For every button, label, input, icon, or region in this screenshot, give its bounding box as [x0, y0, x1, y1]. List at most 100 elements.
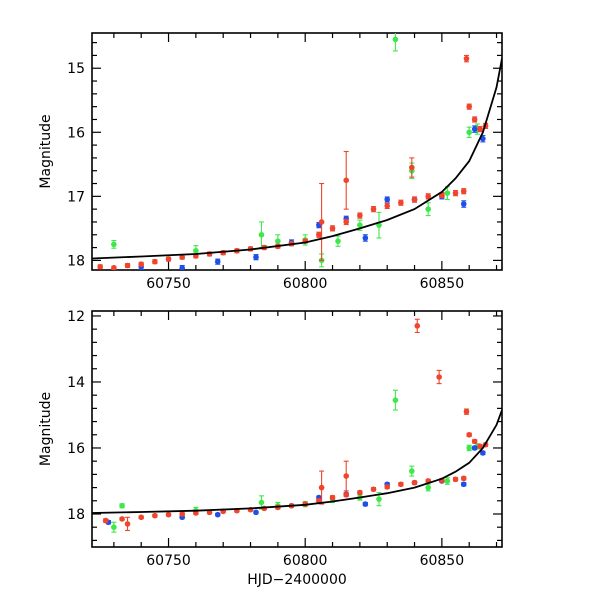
data-point-green	[111, 241, 117, 248]
data-point-green	[466, 129, 473, 136]
data-point-red	[463, 55, 470, 62]
data-point-green	[444, 190, 451, 196]
data-point-green	[258, 499, 265, 506]
data-point-blue	[471, 445, 478, 451]
data-point-red	[425, 193, 432, 200]
data-point-blue	[253, 509, 259, 516]
data-point-blue	[471, 126, 478, 132]
y-tick-label: 18	[67, 253, 85, 269]
data-point-red	[477, 126, 483, 132]
data-point-red	[471, 438, 478, 445]
data-point-red	[138, 514, 144, 521]
y-axis-title: Magnitude	[38, 114, 54, 188]
data-point-red	[460, 188, 467, 195]
y-tick-label: 17	[67, 189, 85, 205]
data-point-green	[409, 468, 415, 474]
data-point-green	[466, 445, 473, 451]
y-tick-label: 16	[67, 441, 85, 457]
data-point-green	[193, 247, 199, 254]
data-point-blue	[480, 450, 486, 456]
data-point-blue	[253, 254, 259, 260]
model-curve	[92, 409, 502, 514]
x-tick-label: 60850	[420, 553, 465, 569]
data-point-red	[436, 374, 442, 380]
data-point-red	[343, 492, 350, 498]
data-point-red	[124, 262, 131, 269]
data-point-red	[471, 116, 478, 123]
model-curve	[92, 58, 502, 260]
data-point-green	[376, 496, 382, 502]
data-point-red	[452, 190, 459, 196]
data-point-red	[466, 103, 473, 110]
data-point-red	[165, 256, 172, 262]
plot-area	[92, 318, 502, 533]
data-point-red	[316, 231, 322, 238]
data-point-red	[152, 258, 158, 265]
x-tick-label: 60750	[146, 553, 191, 569]
data-point-red	[414, 323, 421, 329]
y-axis-title: Magnitude	[38, 392, 54, 466]
top-panel: 60750 60800 60850 15 16 17 18 Magnitude	[38, 32, 503, 292]
x-tick-label: 60850	[420, 276, 465, 292]
data-point-red	[165, 511, 172, 518]
data-point-green	[425, 206, 432, 212]
data-point-blue	[460, 481, 467, 488]
data-point-red	[398, 199, 404, 206]
data-point-red	[97, 263, 103, 270]
data-point-red	[318, 484, 325, 491]
data-point-green	[357, 222, 363, 228]
data-point-green	[119, 502, 125, 509]
data-point-red	[384, 203, 391, 209]
data-point-green	[275, 238, 281, 244]
data-point-green	[425, 484, 432, 491]
data-point-green	[392, 36, 399, 43]
data-point-red	[318, 219, 325, 225]
y-tick-label: 18	[67, 507, 85, 523]
x-axis-title: HJD−2400000	[247, 572, 347, 588]
y-tick-label: 14	[67, 375, 85, 391]
data-point-red	[329, 494, 336, 501]
x-tick-label: 60800	[283, 553, 328, 569]
data-point-red	[329, 225, 336, 232]
data-point-blue	[179, 265, 185, 270]
data-point-red	[357, 212, 363, 219]
data-point-red	[124, 521, 131, 527]
data-point-red	[179, 254, 185, 260]
data-point-red	[460, 475, 467, 482]
data-point-red	[111, 265, 117, 270]
data-point-blue	[384, 196, 391, 203]
data-point-blue	[460, 201, 467, 207]
data-point-green	[392, 397, 399, 403]
plot-area	[92, 33, 502, 270]
data-point-red	[343, 219, 350, 225]
y-tick-label: 12	[67, 309, 85, 325]
y-tick-label: 16	[67, 125, 85, 141]
plot-frame	[91, 310, 503, 548]
data-point-red	[370, 206, 377, 212]
data-point-blue	[362, 501, 369, 507]
data-point-red	[477, 443, 483, 450]
data-point-red	[119, 516, 125, 522]
y-tick-label: 15	[67, 61, 85, 77]
data-point-red	[398, 481, 404, 488]
data-point-red	[466, 431, 473, 438]
bottom-panel: 60750 60800 60850 12 14 16 18 Magnitude HJD−2400…	[38, 309, 503, 588]
x-tick-label: 60750	[146, 276, 191, 292]
plot-frame	[91, 32, 503, 271]
data-point-red	[152, 512, 158, 519]
x-tick-label: 60800	[283, 276, 328, 292]
data-point-red	[370, 486, 377, 493]
data-point-red	[384, 484, 391, 490]
data-point-red	[102, 517, 109, 524]
data-point-red	[411, 479, 418, 486]
data-point-red	[357, 489, 363, 496]
data-point-red	[452, 476, 459, 483]
data-point-blue	[362, 235, 369, 241]
data-point-red	[463, 408, 470, 415]
data-point-green	[335, 238, 341, 244]
data-point-blue	[214, 511, 221, 518]
data-point-red	[409, 164, 415, 171]
data-point-red	[343, 177, 350, 184]
data-point-red	[138, 261, 144, 268]
